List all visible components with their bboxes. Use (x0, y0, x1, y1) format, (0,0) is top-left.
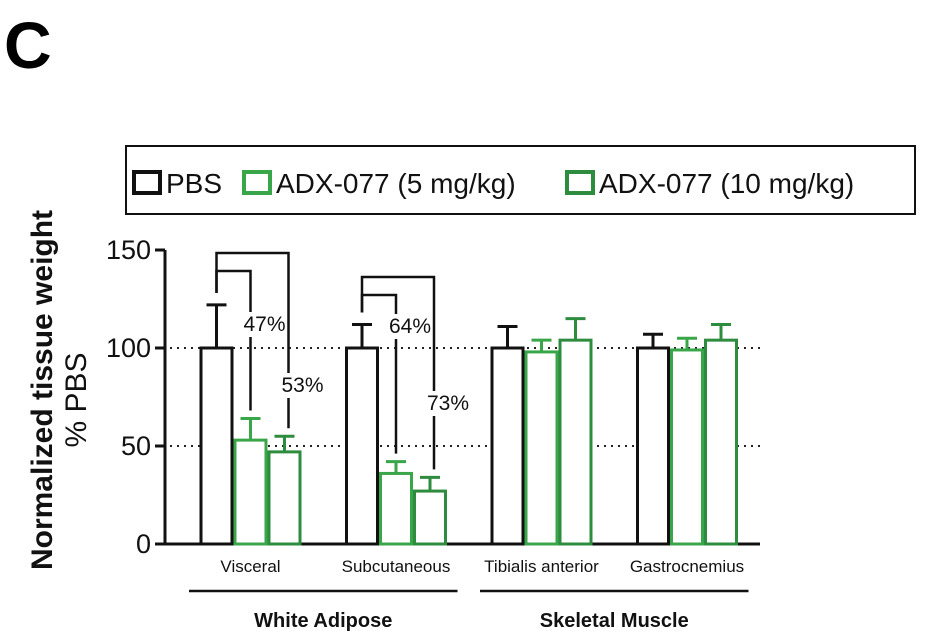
bar (636, 346, 670, 546)
y-tick-label: 0 (136, 529, 151, 559)
label-backdrop (278, 373, 327, 398)
y-tick-label: 100 (106, 333, 151, 363)
bar (558, 338, 593, 546)
y-tick-label: 50 (121, 431, 151, 461)
legend-swatch-pbs (132, 170, 162, 195)
bar (267, 450, 302, 546)
label-backdrop (423, 391, 473, 416)
legend: PBS ADX-077 (5 mg/kg) ADX-077 (10 mg/kg) (125, 145, 916, 215)
legend-swatch-adx-5 (242, 170, 272, 195)
group-label: White Adipose (254, 610, 392, 632)
percent-reduction-label: 64% (389, 315, 431, 338)
y-axis-label: Normalized tissue weight (26, 210, 59, 570)
label-backdrop (385, 314, 435, 339)
legend-swatch-adx-10 (565, 170, 595, 195)
legend-box (125, 145, 916, 215)
category-label: Gastrocnemius (630, 557, 744, 576)
category-label: Subcutaneous (342, 557, 451, 576)
significance-bracket (215, 251, 290, 429)
bar (490, 346, 525, 546)
bar (413, 489, 447, 546)
bar (345, 346, 379, 546)
legend-label-adx-10: ADX-077 (10 mg/kg) (599, 168, 854, 199)
legend-label-adx-5: ADX-077 (5 mg/kg) (276, 168, 516, 199)
bracket-line (215, 251, 290, 429)
significance-bracket (360, 275, 436, 470)
bar (524, 350, 559, 546)
percent-reduction-label: 53% (281, 374, 323, 397)
y-tick-label: 150 (106, 235, 151, 265)
category-label: Tibialis anterior (484, 557, 599, 576)
bar (704, 338, 738, 546)
bar (379, 471, 413, 546)
plot-area: 0 50 100 150 Visceral Subcutaneous Tibialis an… (106, 235, 760, 632)
category-label: Visceral (220, 557, 280, 576)
bracket-line (360, 275, 436, 470)
label-backdrop (240, 312, 289, 337)
group-label: Skeletal Muscle (540, 610, 689, 632)
percent-reduction-label: 47% (243, 313, 285, 336)
bar (199, 346, 234, 546)
bar (233, 438, 268, 546)
bar (670, 348, 704, 546)
legend-label-pbs: PBS (166, 168, 222, 199)
percent-reduction-label: 73% (427, 392, 469, 415)
panel-letter: C (4, 8, 52, 82)
y-axis-sublabel: % PBS (60, 352, 93, 447)
